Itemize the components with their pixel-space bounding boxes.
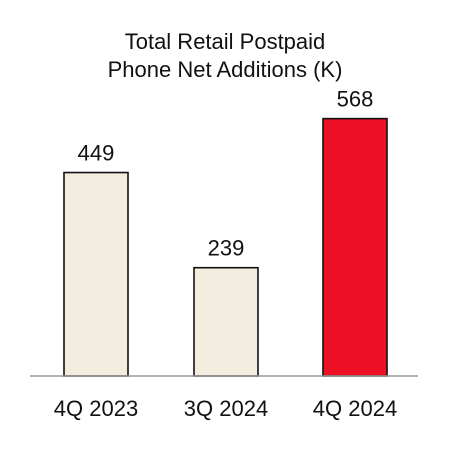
x-tick-label: 4Q 2024 <box>313 396 397 421</box>
x-tick-label: 3Q 2024 <box>184 396 268 421</box>
bar-3q-2024 <box>193 266 259 377</box>
x-tick-label: 4Q 2023 <box>54 396 138 421</box>
bar-4q-2024 <box>322 117 388 377</box>
data-label: 449 <box>78 141 115 166</box>
bar-4q-2023 <box>63 171 129 377</box>
data-label: 568 <box>337 87 374 112</box>
chart-title-line-2: Phone Net Additions (K) <box>107 57 343 82</box>
chart-title-line-1: Total Retail Postpaid <box>124 29 326 54</box>
data-label: 239 <box>208 236 245 261</box>
